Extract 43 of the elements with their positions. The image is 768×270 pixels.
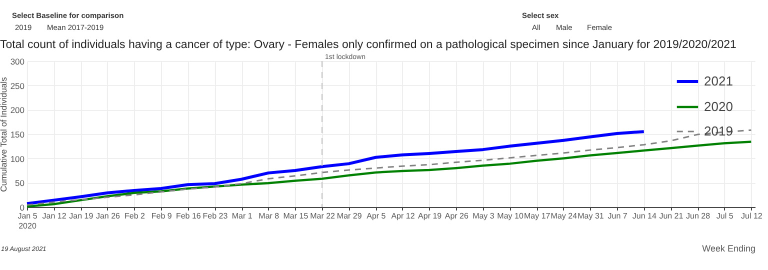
x-tick-label: Apr 5 [366,212,386,220]
x-tick-label: Jan 26 [96,212,121,220]
x-tick-label: Mar 15 [283,212,309,220]
x-tick-label: Jan 12 [42,212,67,220]
x-tick-label: Jun 7 [608,212,628,220]
x-tick-label: Jan 5 2020 [18,212,38,230]
x-tick-label: Jan 19 [69,212,94,220]
x-tick-label: Apr 19 [418,212,442,220]
line-series [26,130,646,206]
x-tick-label: May 31 [578,212,604,220]
y-tick-label: 50 [15,178,25,188]
y-tick-label: 150 [10,130,25,140]
x-tick-label: Feb 9 [151,212,172,220]
x-axis-title: Week Ending [702,244,756,254]
x-tick-label: May 17 [524,212,551,220]
chart-title: Total count of individuals having a cancer of type: Ovary - Females only confirmed on a pathological specimen since January for 2019/2020/2021 [0,39,736,51]
y-axis-title: Cumulative Total of Individuals [0,77,8,192]
x-tick-label: Mar 29 [336,212,362,220]
x-tick-label: Jun 28 [686,212,711,220]
y-tick-label: 100 [10,154,25,164]
line-series [26,140,752,208]
x-tick-label: May 3 [472,212,495,220]
x-tick-label: May 10 [497,212,524,220]
x-tick-label: Feb 16 [176,212,202,220]
x-tick-label: Mar 8 [258,212,280,220]
legend-label: 2021 [704,74,733,88]
x-tick-label: Apr 26 [444,212,469,220]
legend-label: 2020 [704,99,733,114]
x-tick-label: Feb 2 [124,212,146,220]
legend-label: 2019 [704,124,733,138]
x-tick-label: Jul 5 [716,212,734,220]
y-tick-label: 250 [10,80,25,91]
x-tick-label: May 24 [550,212,578,220]
y-tick-label: 200 [10,105,25,116]
x-tick-label: Mar 22 [310,212,336,220]
y-tick-label: 0 [20,202,25,212]
x-tick-label: Jul 12 [740,212,763,220]
x-tick-label: Apr 12 [391,212,416,220]
x-tick-label: Feb 23 [202,212,228,220]
x-tick-label: Jun 21 [659,212,684,220]
y-tick-label: 300 [10,56,25,66]
x-tick-label: Mar 1 [232,212,253,220]
x-tick-label: Jun 14 [632,212,657,220]
